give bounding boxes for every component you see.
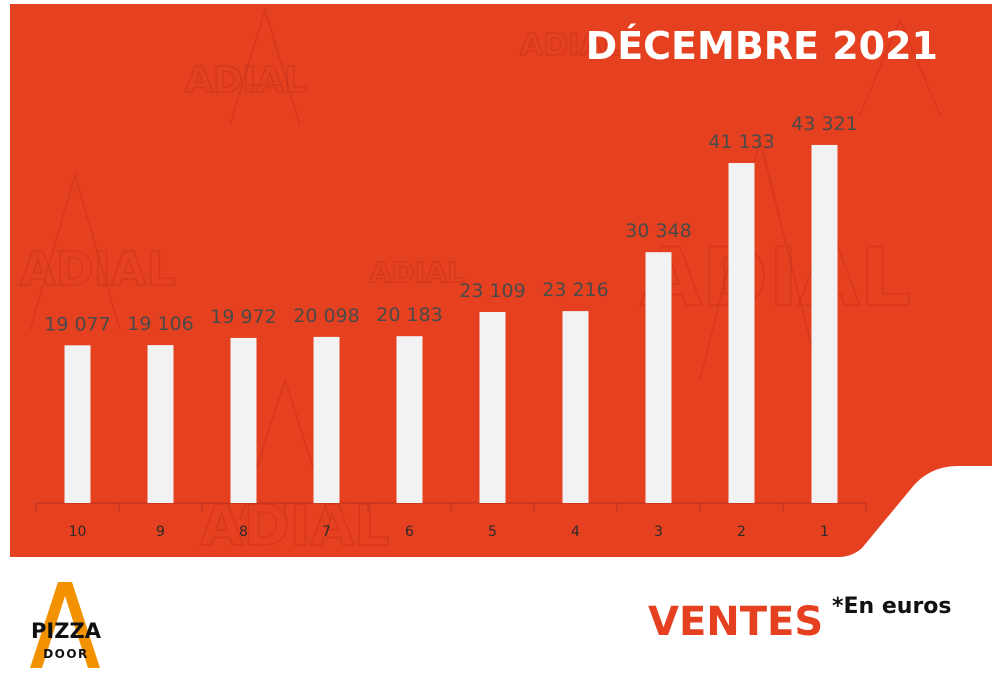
watermark-layer: ADIAL ADIAL ADIAL ADIAL ADIAL ADIAL: [19, 7, 941, 560]
watermark-text: ADIAL: [520, 28, 622, 63]
chart-title: DÉCEMBRE 2021: [586, 24, 938, 68]
x-axis-ticks: [35, 503, 867, 511]
watermark-text: ADIAL: [200, 494, 390, 559]
data-label: 30 348: [625, 220, 691, 242]
x-tick-label: 5: [488, 524, 497, 540]
watermark-text: ADIAL: [20, 242, 176, 296]
watermark-a-shape: [29, 172, 121, 331]
watermark-text: ADIAL: [370, 256, 465, 289]
x-tick-label: 9: [156, 524, 165, 540]
data-label: 23 109: [459, 280, 525, 302]
x-tick-label: 2: [737, 524, 746, 540]
pizza-door-logo: PIZZA DOOR: [30, 582, 102, 668]
x-tick-label: 8: [239, 524, 248, 540]
bar-6: [396, 336, 423, 503]
logo-line-2: DOOR: [43, 647, 89, 661]
x-tick-label: 7: [322, 524, 331, 540]
bar-1: [811, 144, 838, 504]
bar-2: [728, 163, 755, 503]
watermark-a-shape: [699, 139, 821, 381]
watermark-text: ADIAL: [640, 231, 911, 324]
x-tick-labels: 10 9 8 7 6 5 4 3 2 1: [69, 524, 829, 540]
watermark-text: ADIAL: [185, 60, 307, 101]
footer-label: VENTES: [648, 599, 823, 645]
bar-4: [562, 311, 589, 503]
logo-line-1: PIZZA: [31, 619, 102, 643]
watermark-a-shape: [859, 18, 941, 116]
bar-8: [230, 337, 257, 503]
bar-9: [147, 345, 174, 503]
bar-5: [479, 311, 506, 503]
bar-3: [645, 252, 672, 503]
data-label: 20 098: [293, 305, 359, 327]
logo-a-icon: [30, 582, 100, 668]
footer-note: *En euros: [832, 594, 952, 619]
x-tick-label: 3: [654, 524, 663, 540]
data-label: 19 106: [127, 313, 193, 335]
x-tick-label: 6: [405, 524, 414, 540]
bar-7: [313, 336, 340, 503]
x-tick-label: 1: [820, 524, 829, 540]
x-tick-label: 4: [571, 524, 580, 540]
data-label: 41 133: [708, 131, 774, 153]
bar-10: [64, 345, 91, 503]
data-label: 20 183: [376, 304, 442, 326]
data-label: 43 321: [791, 113, 857, 135]
data-label: 19 077: [44, 313, 110, 335]
data-label: 19 972: [210, 306, 276, 328]
data-labels: 19 077 19 106 19 972 20 098 20 183 23 109 23 2…: [44, 113, 857, 335]
watermark-a-shape: [229, 7, 301, 126]
bar-series: [64, 144, 838, 504]
data-label: 23 216: [542, 279, 608, 301]
x-tick-label: 10: [69, 524, 87, 540]
